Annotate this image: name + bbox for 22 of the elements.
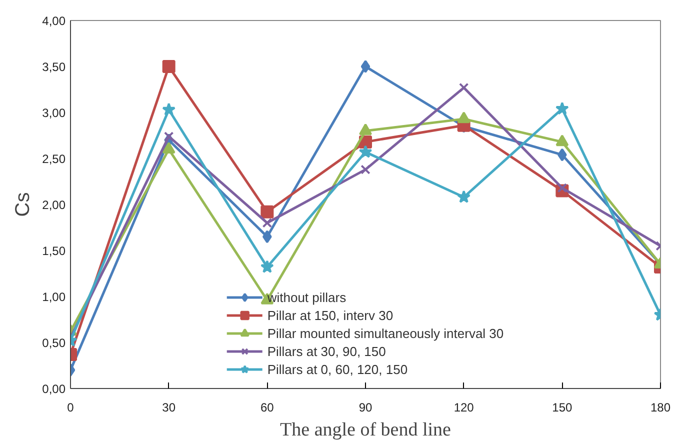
y-tick-label: 3,50: [42, 60, 66, 74]
y-tick-label: 2,50: [42, 152, 66, 166]
legend-label: Pillars at 0, 60, 120, 150: [267, 360, 408, 378]
y-tick-label: 0,50: [42, 336, 66, 350]
y-tick-label: 0,00: [42, 382, 66, 396]
legend-label: Pillars at 30, 90, 150: [267, 342, 386, 360]
x-tick-label: 60: [260, 400, 274, 414]
x-tick-label: 90: [358, 400, 372, 414]
y-tick-label: 1,00: [42, 290, 66, 304]
y-tick-label: 1,50: [42, 244, 66, 258]
y-tick-label: 2,00: [42, 198, 66, 212]
y-tick-label: 3,00: [42, 106, 66, 120]
x-axis-title: The angle of bend line: [280, 420, 451, 440]
x-tick-label: 30: [162, 400, 176, 414]
legend-label: Pillar mounted simultaneously interval 30: [267, 324, 504, 342]
legend-label: Pillar at 150, interv 30: [267, 306, 394, 324]
x-tick-label: 150: [552, 400, 573, 414]
y-axis-title: Cs: [12, 192, 34, 217]
x-tick-label: 180: [650, 400, 671, 414]
x-tick-label: 0: [67, 400, 74, 414]
x-tick-label: 120: [454, 400, 474, 414]
y-tick-label: 4,00: [42, 14, 66, 28]
